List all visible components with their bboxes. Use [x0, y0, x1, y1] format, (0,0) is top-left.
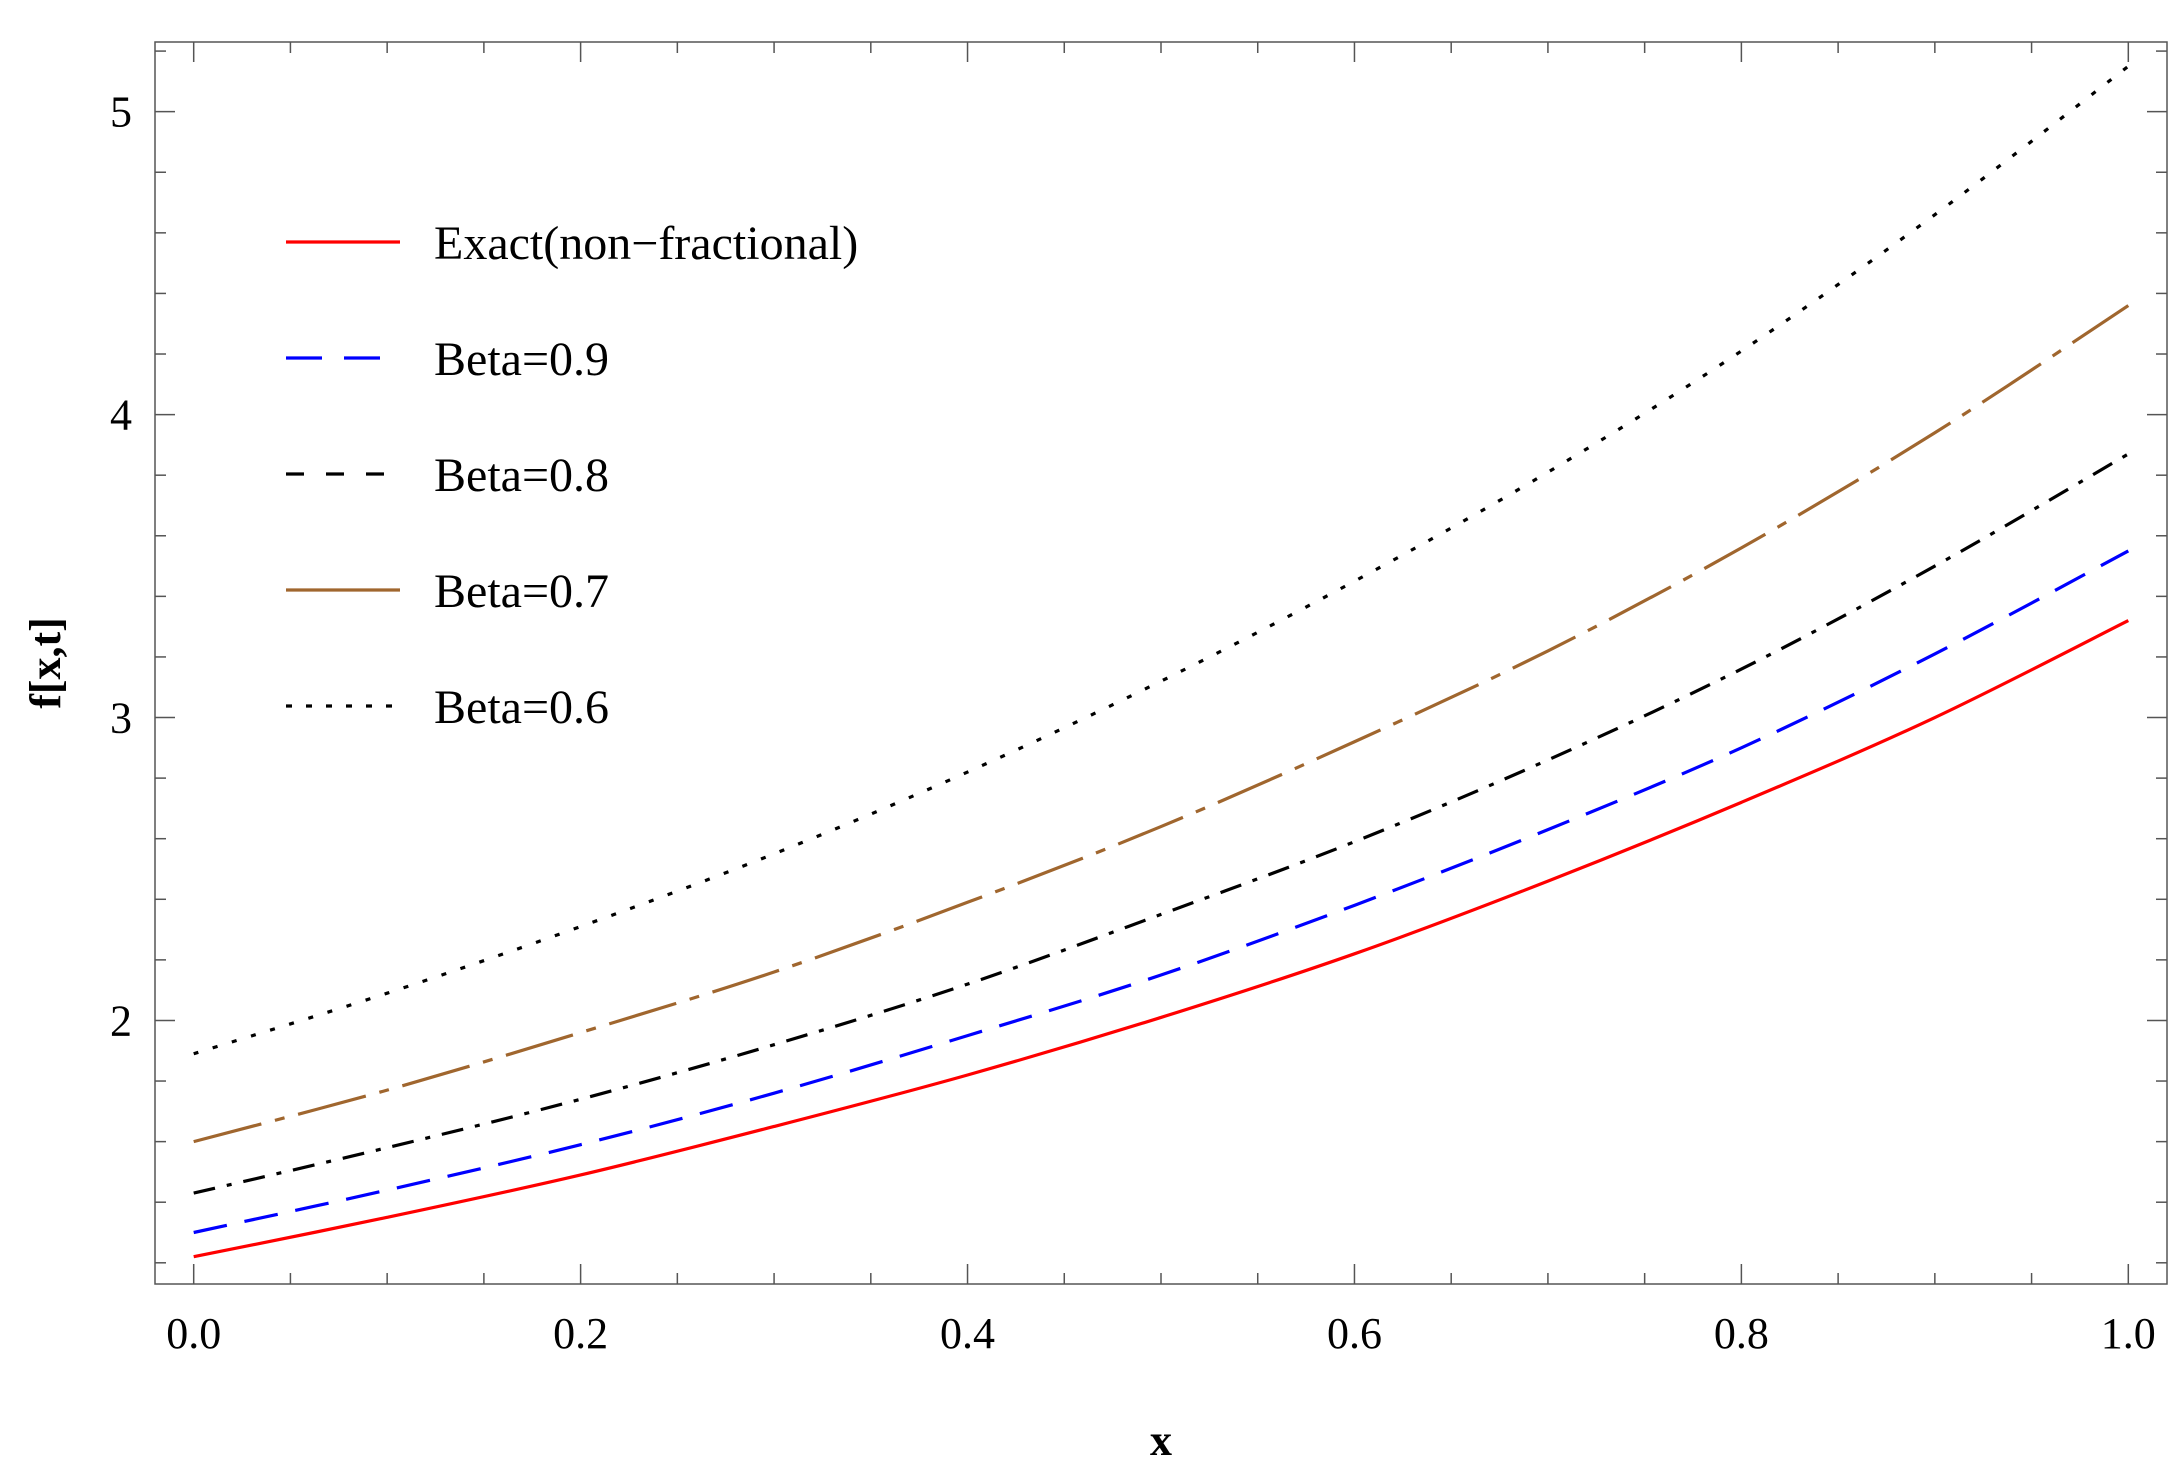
y-tick-labels: 2 3 4 5	[110, 88, 132, 1046]
series-line-2	[193, 549, 2130, 1235]
y-axis-title: f[x,t]	[21, 617, 70, 709]
series-lines	[193, 64, 2130, 1259]
x-tick-label: 0.4	[940, 1309, 995, 1358]
y-tick-label: 5	[110, 88, 132, 137]
series-line-4	[193, 304, 2130, 1144]
x-tick-labels: 0.0 0.2 0.4 0.6 0.8 1.0	[166, 1309, 2156, 1358]
x-tick-label: 0.0	[166, 1309, 221, 1358]
series-line-3	[193, 452, 2130, 1195]
legend-label: Beta=0.6	[434, 681, 609, 734]
x-tick-label: 1.0	[2101, 1309, 2156, 1358]
legend-label: Beta=0.9	[434, 333, 609, 386]
axis-ticks	[155, 42, 2167, 1284]
legend: Exact(non−fractional) Beta=0.9 Beta=0.8 Bet…	[286, 217, 858, 734]
x-axis-title: x	[1150, 1416, 1172, 1465]
legend-label: Beta=0.8	[434, 449, 609, 502]
y-tick-label: 2	[110, 996, 132, 1045]
legend-label: Beta=0.7	[434, 565, 609, 618]
series-line-5	[193, 64, 2130, 1056]
y-tick-label: 4	[110, 391, 132, 440]
x-tick-label: 0.8	[1714, 1309, 1769, 1358]
series-line-1	[193, 619, 2130, 1259]
legend-label: Exact(non−fractional)	[434, 217, 858, 270]
y-tick-label: 3	[110, 694, 132, 743]
x-tick-label: 0.6	[1327, 1309, 1382, 1358]
x-tick-label: 0.2	[553, 1309, 608, 1358]
